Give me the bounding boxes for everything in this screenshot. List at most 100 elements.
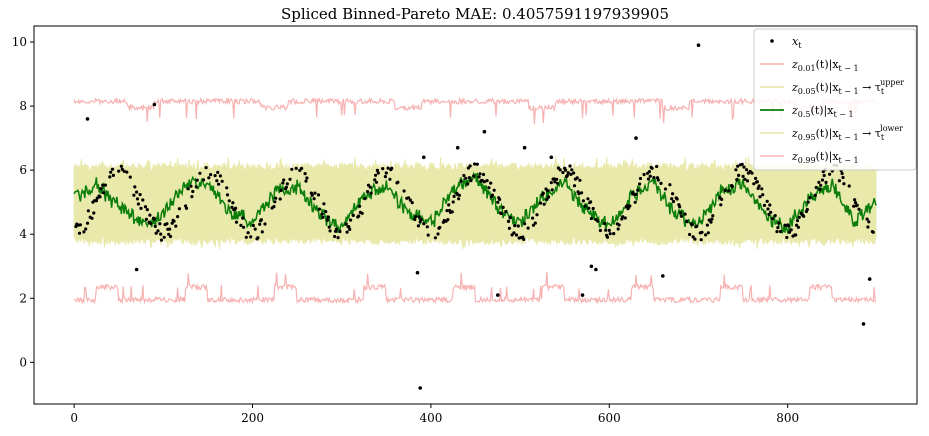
observation-point (234, 220, 239, 224)
observation-point (300, 166, 304, 170)
observation-point (522, 237, 526, 241)
observation-point (617, 223, 621, 227)
observation-point (671, 192, 675, 196)
observation-point (111, 173, 115, 177)
observation-point (797, 215, 801, 219)
observation-point (636, 188, 640, 192)
observation-point (762, 203, 767, 207)
observation-point (328, 229, 332, 233)
observation-point (209, 173, 213, 177)
observation-point (583, 204, 587, 208)
legend-label-q50: z0.5(t)|xt − 1 (791, 104, 854, 119)
observation-point (345, 230, 349, 234)
observation-point (366, 190, 370, 194)
observation-point (351, 213, 355, 217)
observation-point (310, 193, 314, 197)
observation-point (446, 218, 450, 222)
observation-point (198, 171, 202, 175)
observation-point (756, 186, 760, 190)
observation-point (282, 178, 286, 182)
observation-point (709, 220, 713, 224)
observation-point (566, 171, 570, 175)
observation-point (496, 200, 500, 204)
observation-point (691, 235, 695, 239)
observation-point (407, 196, 411, 200)
observation-point (374, 180, 379, 184)
observation-point (671, 199, 676, 204)
observation-point (865, 217, 869, 221)
observation-point (659, 181, 663, 185)
observation-point (852, 204, 856, 208)
observation-point (128, 175, 132, 179)
observation-point (661, 274, 665, 278)
observation-point (136, 202, 140, 206)
observation-point (201, 178, 206, 182)
observation-point (655, 164, 659, 169)
observation-point (580, 191, 584, 195)
observation-point (752, 182, 756, 186)
observation-point (227, 199, 231, 203)
observation-point (487, 186, 491, 190)
observation-point (94, 199, 98, 203)
observation-point (481, 172, 486, 177)
observation-point (607, 228, 611, 232)
observation-point (360, 211, 364, 215)
legend-label-obs: xt (792, 35, 802, 50)
observation-point (416, 224, 420, 228)
observation-point (824, 180, 828, 184)
observation-point (369, 191, 373, 195)
observation-point (866, 225, 870, 229)
observation-point (249, 235, 253, 239)
observation-point (422, 155, 426, 160)
y-tick-label: 0 (19, 355, 27, 369)
observation-point (86, 209, 90, 213)
observation-point (594, 267, 598, 272)
chart-title: Spliced Binned-Pareto MAE: 0.40575911979… (281, 5, 669, 23)
observation-point (842, 182, 846, 186)
observation-point (230, 205, 234, 209)
observation-point (638, 182, 642, 186)
observation-point (253, 227, 257, 231)
observation-point (663, 187, 668, 191)
observation-point (550, 188, 554, 192)
observation-point (650, 166, 654, 170)
observation-point (853, 198, 857, 202)
observation-point (855, 203, 859, 207)
observation-point (760, 187, 764, 191)
observation-point (679, 214, 684, 218)
observation-point (396, 180, 400, 184)
observation-point (569, 172, 573, 176)
observation-point (492, 188, 496, 192)
observation-point (125, 170, 129, 174)
observation-point (338, 229, 342, 234)
observation-point (591, 206, 595, 211)
observation-point (572, 184, 577, 188)
observation-point (326, 215, 330, 219)
observation-point (220, 179, 224, 183)
observation-point (84, 227, 88, 231)
observation-point (541, 191, 545, 195)
observation-point (464, 176, 468, 180)
observation-point (737, 173, 741, 177)
observation-point (191, 189, 195, 194)
observation-point (135, 197, 140, 201)
observation-point (204, 166, 208, 170)
observation-point (153, 224, 157, 228)
observation-point (504, 210, 508, 214)
observation-point (514, 233, 519, 237)
observation-point (577, 192, 581, 196)
observation-point (186, 187, 190, 191)
observation-point (149, 222, 153, 226)
observation-point (281, 181, 285, 185)
observation-point (415, 270, 420, 275)
observation-point (720, 197, 724, 201)
observation-point (787, 230, 792, 234)
observation-point (410, 201, 414, 205)
observation-point (796, 225, 801, 229)
observation-point (109, 170, 113, 174)
observation-point (467, 176, 471, 180)
observation-point (457, 197, 461, 201)
observation-point (278, 197, 282, 201)
observation-point (523, 222, 527, 226)
quantile-band-05-95 (73, 156, 877, 250)
